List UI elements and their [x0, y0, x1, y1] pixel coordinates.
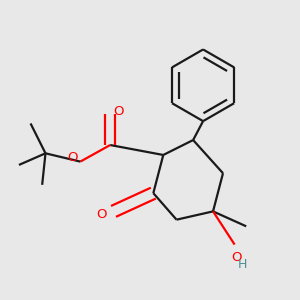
- Text: O: O: [67, 151, 77, 164]
- Text: O: O: [113, 105, 124, 118]
- Text: H: H: [238, 258, 248, 271]
- Text: O: O: [231, 251, 242, 264]
- Text: O: O: [97, 208, 107, 221]
